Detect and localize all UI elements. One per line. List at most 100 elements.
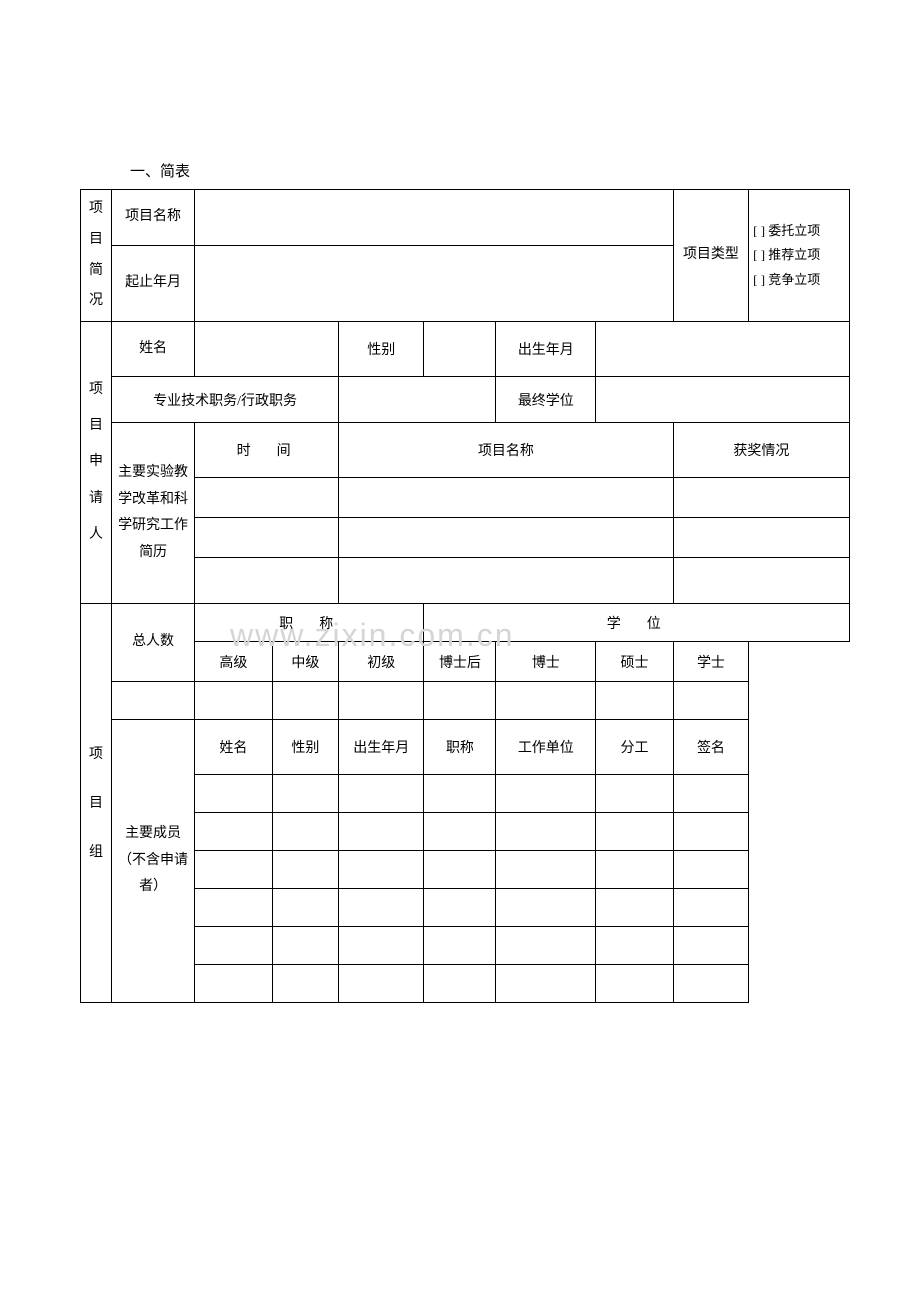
table-row: [195, 927, 273, 965]
table-row: [272, 775, 338, 813]
table-row: [272, 813, 338, 851]
table-row: [272, 965, 338, 1003]
tcol-zhongji: 中级: [272, 642, 338, 682]
resume-row3-time: [195, 558, 339, 604]
tcol-boshi: 博士: [496, 642, 596, 682]
cnt-boshihou: [424, 682, 496, 720]
mcol-unit: 工作单位: [496, 720, 596, 775]
tech-value: [339, 377, 496, 423]
members-label: 主要成员（不含申请者）: [112, 720, 195, 1003]
resume-row1-award: [673, 478, 849, 518]
table-row: [424, 775, 496, 813]
table-row: [496, 889, 596, 927]
resume-label: 主要实验教学改革和科学研究工作简历: [112, 423, 195, 604]
section-title: 一、简表: [130, 160, 850, 181]
resume-row2-time: [195, 518, 339, 558]
table-row: [496, 775, 596, 813]
table-row: [195, 775, 273, 813]
opt-weituo: [ ] 委托立项: [753, 219, 847, 244]
degree-header: 学 位: [424, 604, 850, 642]
cnt-gaoji: [195, 682, 273, 720]
table-row: [339, 927, 424, 965]
table-row: [673, 965, 748, 1003]
table-row: [339, 851, 424, 889]
section1-vlabel: 项目简况: [81, 190, 112, 322]
table-row: [424, 813, 496, 851]
projname-header: 项目名称: [339, 423, 674, 478]
mcol-title: 职称: [424, 720, 496, 775]
proj-name-value: [195, 190, 674, 246]
period-label: 起止年月: [112, 245, 195, 321]
title-header: 职 称: [195, 604, 424, 642]
cnt-shuoshi: [596, 682, 674, 720]
resume-row2-proj: [339, 518, 674, 558]
table-row: [596, 851, 674, 889]
table-row: [596, 965, 674, 1003]
section3-vlabel: 项目组: [81, 604, 112, 1003]
mcol-sign: 签名: [673, 720, 748, 775]
table-row: [496, 927, 596, 965]
table-row: [673, 851, 748, 889]
award-header: 获奖情况: [673, 423, 849, 478]
table-row: [424, 889, 496, 927]
table-row: [596, 927, 674, 965]
degree-value: [596, 377, 850, 423]
table-row: [424, 927, 496, 965]
opt-jingzheng: [ ] 竞争立项: [753, 268, 847, 293]
mcol-div: 分工: [596, 720, 674, 775]
resume-row1-proj: [339, 478, 674, 518]
form-container: 一、简表 项目简况 项目名称 项目类型 [ ] 委托立项 [ ] 推荐立项 [ …: [80, 160, 850, 1003]
resume-row1-time: [195, 478, 339, 518]
cnt-xueshi: [673, 682, 748, 720]
mcol-name: 姓名: [195, 720, 273, 775]
table-row: [673, 775, 748, 813]
resume-row2-award: [673, 518, 849, 558]
table-row: [272, 927, 338, 965]
table-row: [339, 889, 424, 927]
gender-label: 性别: [339, 322, 424, 377]
cnt-boshi: [496, 682, 596, 720]
tcol-chuji: 初级: [339, 642, 424, 682]
tcol-shuoshi: 硕士: [596, 642, 674, 682]
birth-label: 出生年月: [496, 322, 596, 377]
tcol-gaoji: 高级: [195, 642, 273, 682]
birth-value: [596, 322, 850, 377]
time-header: 时 间: [195, 423, 339, 478]
proj-name-label: 项目名称: [112, 190, 195, 246]
mcol-gender: 性别: [272, 720, 338, 775]
section2-vlabel: 项目申请人: [81, 322, 112, 604]
table-row: [195, 889, 273, 927]
table-row: [596, 775, 674, 813]
table-row: [339, 775, 424, 813]
name-label: 姓名: [112, 322, 195, 377]
table-row: [596, 813, 674, 851]
total-label: 总人数: [112, 604, 195, 682]
table-row: [272, 889, 338, 927]
table-row: [496, 813, 596, 851]
table-row: [195, 813, 273, 851]
table-row: [673, 813, 748, 851]
degree-label: 最终学位: [496, 377, 596, 423]
resume-row3-proj: [339, 558, 674, 604]
table-row: [673, 927, 748, 965]
total-value: [112, 682, 195, 720]
proj-type-options: [ ] 委托立项 [ ] 推荐立项 [ ] 竞争立项: [749, 190, 850, 322]
table-row: [496, 965, 596, 1003]
table-row: [339, 965, 424, 1003]
tcol-xueshi: 学士: [673, 642, 748, 682]
table-row: [596, 889, 674, 927]
table-row: [496, 851, 596, 889]
table-row: [424, 851, 496, 889]
tcol-boshihou: 博士后: [424, 642, 496, 682]
table-row: [339, 813, 424, 851]
cnt-chuji: [339, 682, 424, 720]
resume-row3-award: [673, 558, 849, 604]
tech-label: 专业技术职务/行政职务: [112, 377, 339, 423]
table-row: [195, 851, 273, 889]
table-row: [673, 889, 748, 927]
gender-value: [424, 322, 496, 377]
table-row: [272, 851, 338, 889]
name-value: [195, 322, 339, 377]
proj-type-label: 项目类型: [673, 190, 748, 322]
period-value: [195, 245, 674, 321]
